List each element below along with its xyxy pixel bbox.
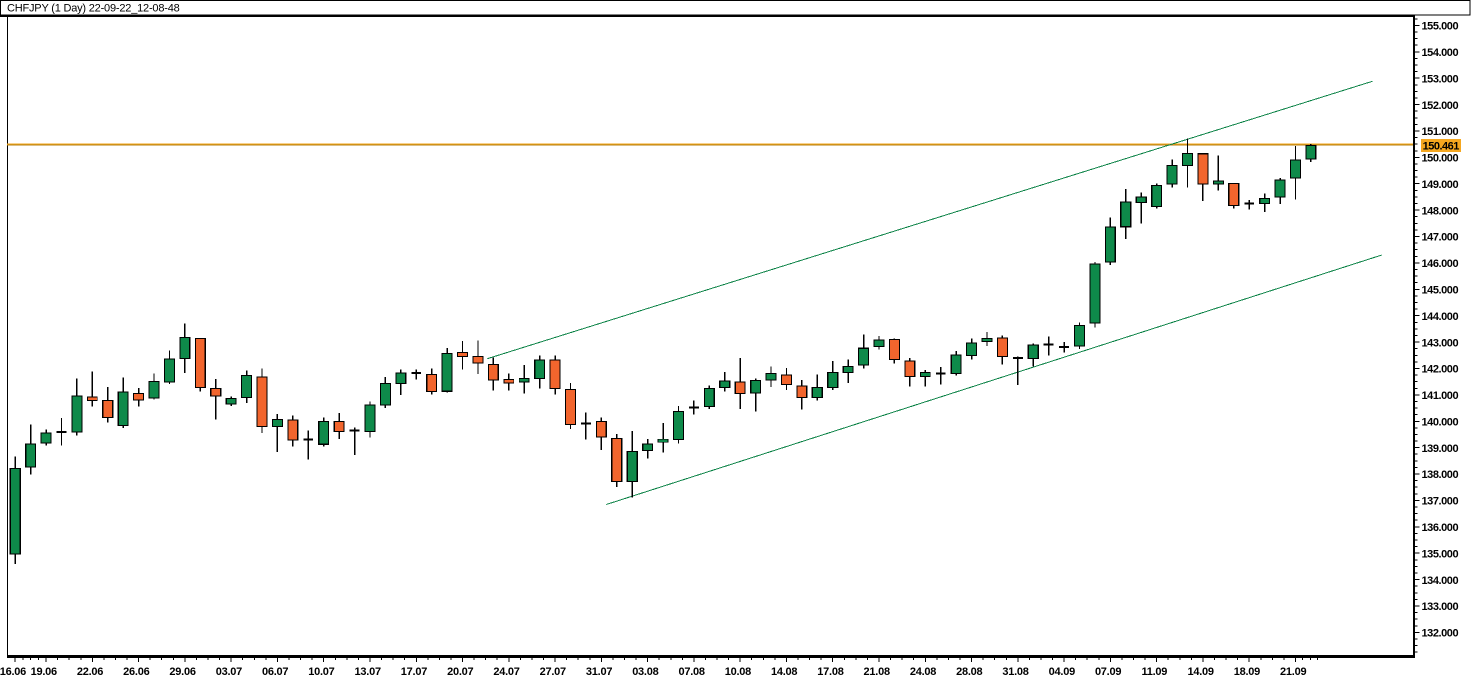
svg-text:10.07: 10.07 — [308, 666, 334, 678]
svg-text:150.000: 150.000 — [1422, 153, 1459, 165]
svg-text:147.000: 147.000 — [1422, 232, 1459, 244]
svg-text:139.000: 139.000 — [1422, 443, 1459, 455]
svg-text:24.07: 24.07 — [493, 666, 519, 678]
svg-text:10.08: 10.08 — [725, 666, 751, 678]
svg-text:03.07: 03.07 — [216, 666, 242, 678]
svg-text:153.000: 153.000 — [1422, 73, 1459, 85]
svg-text:135.000: 135.000 — [1422, 548, 1459, 560]
svg-text:141.000: 141.000 — [1422, 390, 1459, 402]
svg-text:144.000: 144.000 — [1422, 311, 1459, 323]
svg-text:146.000: 146.000 — [1422, 258, 1459, 270]
svg-text:142.000: 142.000 — [1422, 364, 1459, 376]
svg-text:28.08: 28.08 — [956, 666, 982, 678]
svg-text:31.07: 31.07 — [586, 666, 612, 678]
svg-text:151.000: 151.000 — [1422, 126, 1459, 138]
svg-text:18.09: 18.09 — [1234, 666, 1260, 678]
svg-text:132.000: 132.000 — [1422, 628, 1459, 640]
svg-text:16.06: 16.06 — [0, 666, 26, 678]
svg-text:134.000: 134.000 — [1422, 575, 1459, 587]
svg-text:145.000: 145.000 — [1422, 285, 1459, 297]
svg-text:31.08: 31.08 — [1002, 666, 1028, 678]
svg-text:19.06: 19.06 — [31, 666, 57, 678]
svg-text:03.08: 03.08 — [632, 666, 658, 678]
svg-text:14.09: 14.09 — [1187, 666, 1213, 678]
svg-text:29.06: 29.06 — [169, 666, 195, 678]
svg-text:133.000: 133.000 — [1422, 601, 1459, 613]
svg-text:154.000: 154.000 — [1422, 47, 1459, 59]
svg-text:136.000: 136.000 — [1422, 522, 1459, 534]
svg-text:148.000: 148.000 — [1422, 205, 1459, 217]
svg-text:27.07: 27.07 — [540, 666, 566, 678]
svg-text:11.09: 11.09 — [1142, 666, 1168, 678]
svg-text:155.000: 155.000 — [1422, 21, 1459, 33]
svg-text:137.000: 137.000 — [1422, 496, 1459, 508]
svg-text:22.06: 22.06 — [77, 666, 103, 678]
svg-text:13.07: 13.07 — [355, 666, 381, 678]
svg-text:26.06: 26.06 — [123, 666, 149, 678]
svg-text:20.07: 20.07 — [447, 666, 473, 678]
svg-text:21.09: 21.09 — [1280, 666, 1306, 678]
svg-text:149.000: 149.000 — [1422, 179, 1459, 191]
svg-text:24.08: 24.08 — [910, 666, 936, 678]
svg-text:04.09: 04.09 — [1049, 666, 1075, 678]
svg-text:21.08: 21.08 — [864, 666, 890, 678]
svg-text:143.000: 143.000 — [1422, 337, 1459, 349]
svg-text:14.08: 14.08 — [771, 666, 797, 678]
svg-text:138.000: 138.000 — [1422, 469, 1459, 481]
svg-text:07.08: 07.08 — [678, 666, 704, 678]
svg-text:140.000: 140.000 — [1422, 416, 1459, 428]
svg-text:06.07: 06.07 — [262, 666, 288, 678]
svg-text:17.07: 17.07 — [401, 666, 427, 678]
svg-text:07.09: 07.09 — [1095, 666, 1121, 678]
svg-text:152.000: 152.000 — [1422, 100, 1459, 112]
svg-text:17.08: 17.08 — [817, 666, 843, 678]
svg-text:150.461: 150.461 — [1423, 140, 1460, 152]
svg-text:CHFJPY (1 Day) 22-09-22_12-08-: CHFJPY (1 Day) 22-09-22_12-08-48 — [7, 3, 180, 15]
